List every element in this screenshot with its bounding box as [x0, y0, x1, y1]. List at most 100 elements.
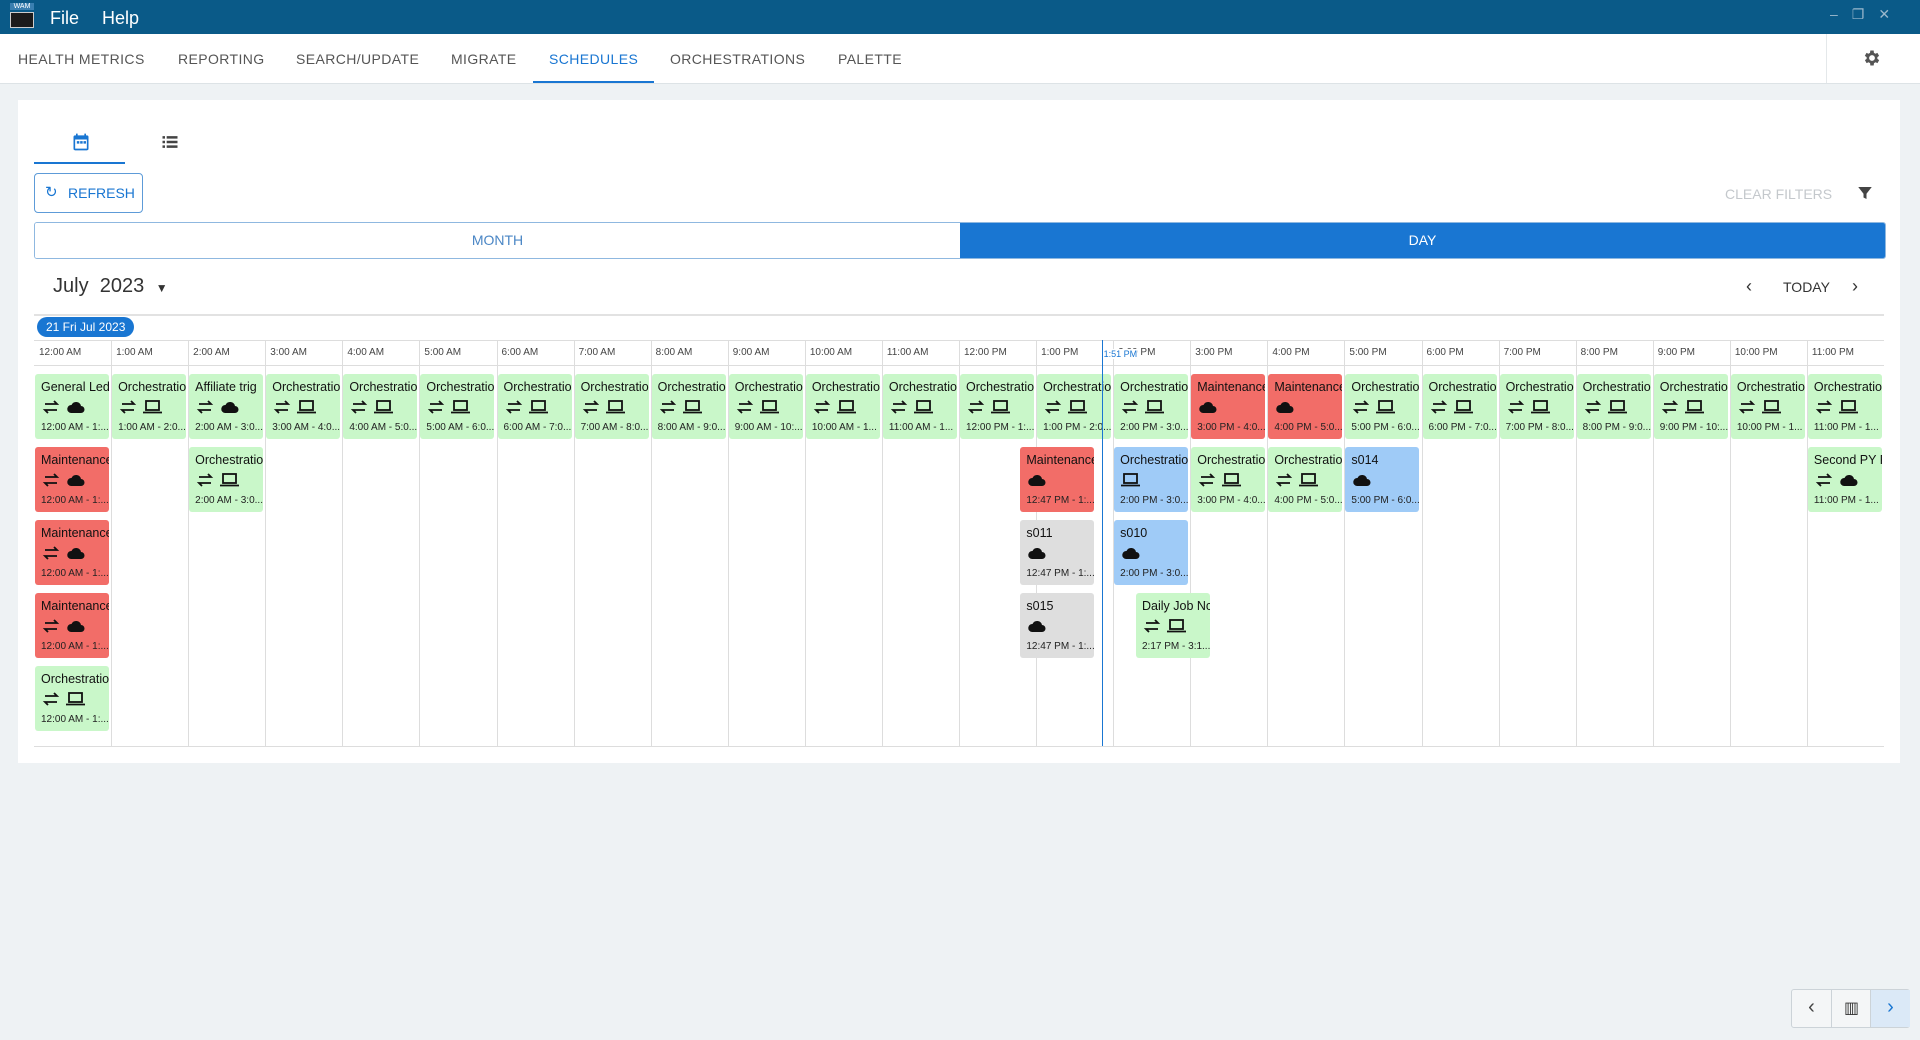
event[interactable]: Maintenance 12:00 AM - 1:...	[35, 446, 110, 512]
event-time: 8:00 AM - 9:0...	[657, 421, 726, 433]
event[interactable]: Orchestratio 4:00 PM - 5:0...	[1268, 446, 1343, 512]
event[interactable]: Maintenance 3:00 PM - 4:0...	[1191, 373, 1266, 439]
event-title: Orchestratio	[580, 379, 649, 394]
event-title: Orchestratio	[1043, 379, 1112, 394]
event-time: 7:00 AM - 8:0...	[580, 421, 649, 433]
day-grid: 12:00 AM 1:00 AM 2:00 AM 3:00 AM 4:00 AM 5:00…	[18, 100, 1900, 763]
menu-item[interactable]: Help	[102, 8, 140, 28]
list-view-icon[interactable]	[160, 132, 180, 152]
event[interactable]: s010 2:00 PM - 3:0...	[1114, 519, 1189, 585]
title-bar: WAM File Help –❐✕	[0, 0, 1920, 34]
event-icons	[1197, 397, 1221, 422]
event[interactable]: s015 12:47 PM - 1:...	[1020, 593, 1095, 659]
nav-tab[interactable]: MIGRATE	[451, 51, 517, 67]
month-label: July	[53, 275, 89, 297]
cloud-icon	[1122, 547, 1140, 559]
event-time: 12:00 PM - 1:...	[966, 421, 1035, 433]
event[interactable]: s014 5:00 PM - 6:0...	[1345, 446, 1420, 512]
event-time: 11:00 AM - 1...	[888, 421, 954, 433]
event[interactable]: Orchestratio 12:00 PM - 1:...	[960, 373, 1035, 439]
event-time: 6:00 PM - 7:0...	[1428, 421, 1497, 433]
event-time: 5:00 PM - 6:0...	[1351, 494, 1420, 506]
event[interactable]: Orchestratio 8:00 PM - 9:0...	[1576, 373, 1651, 439]
event-icons	[1043, 397, 1091, 422]
today-button[interactable]: TODAY	[1783, 279, 1830, 295]
hour-label: 10:00 AM	[809, 347, 853, 358]
event[interactable]: Orchestratio 6:00 PM - 7:0...	[1422, 373, 1497, 439]
event[interactable]: Orchestratio 5:00 PM - 6:0...	[1345, 373, 1420, 439]
grid-line	[1113, 340, 1115, 746]
current-time-line	[1101, 340, 1103, 746]
view-toggle-option[interactable]: DAY	[960, 223, 1885, 258]
event[interactable]: Maintenance 4:00 PM - 5:0...	[1268, 373, 1343, 439]
current-time-label: 1:51 PM	[1103, 349, 1138, 359]
event[interactable]: Orchestratio 5:00 AM - 6:0...	[420, 373, 495, 439]
event-title: s011	[1026, 525, 1053, 540]
event-title: Maintenance	[41, 452, 110, 467]
repeat-icon	[813, 399, 831, 414]
nav-tab[interactable]: SEARCH/UPDATE	[296, 51, 420, 67]
view-toggle-option[interactable]: MONTH	[35, 223, 960, 258]
event[interactable]: Orchestratio 10:00 PM - 1...	[1730, 373, 1805, 439]
laptop-icon	[374, 399, 394, 413]
hour-label: 6:00 AM	[501, 347, 539, 358]
event-time: 12:47 PM - 1:...	[1026, 494, 1095, 506]
menu-item[interactable]: File	[50, 8, 80, 28]
event[interactable]: Orchestratio 1:00 PM - 2:0...	[1037, 373, 1112, 439]
pager-next[interactable]: ›	[1870, 990, 1910, 1027]
event[interactable]: Orchestratio 6:00 AM - 7:0...	[497, 373, 572, 439]
event[interactable]: Maintenance 12:00 AM - 1:...	[35, 593, 110, 659]
event[interactable]: Orchestratio 10:00 AM - 1...	[805, 373, 880, 439]
window-controls[interactable]: –❐✕	[1830, 6, 1905, 22]
calendar-view-icon[interactable]	[71, 132, 91, 152]
event[interactable]: Orchestratio 11:00 AM - 1...	[882, 373, 957, 439]
event[interactable]: Maintenance 12:47 PM - 1:...	[1020, 446, 1095, 512]
event[interactable]: Orchestratio 4:00 AM - 5:0...	[343, 373, 418, 439]
event[interactable]: Orchestratio 9:00 PM - 10:...	[1653, 373, 1728, 439]
clear-filters[interactable]: CLEAR FILTERS	[1725, 186, 1833, 202]
event[interactable]: Orchestratio 7:00 AM - 8:0...	[574, 373, 649, 439]
grid-line	[1652, 340, 1654, 746]
pager-prev[interactable]: ‹	[1808, 996, 1815, 1018]
event[interactable]: Daily Job Nc 2:17 PM - 3:1...	[1136, 593, 1211, 659]
grid-line	[419, 340, 421, 746]
settings-icon[interactable]	[1862, 48, 1882, 68]
month-picker[interactable]: July 2023 ▼	[53, 275, 168, 297]
event[interactable]: Orchestratio 11:00 PM - 1...	[1807, 373, 1882, 439]
event[interactable]: Orchestratio 7:00 PM - 8:0...	[1499, 373, 1574, 439]
event[interactable]: Orchestratio 3:00 AM - 4:0...	[266, 373, 341, 439]
cloud-icon	[67, 474, 85, 486]
event[interactable]: Orchestratio 2:00 PM - 3:0...	[1114, 373, 1189, 439]
event[interactable]: Orchestratio 2:00 PM - 3:0...	[1114, 446, 1189, 512]
pager-columns[interactable]: ▥	[1831, 990, 1871, 1027]
event[interactable]: Orchestratio 9:00 AM - 10:...	[728, 373, 803, 439]
event[interactable]: Maintenance 12:00 AM - 1:...	[35, 519, 110, 585]
next-button[interactable]: ›	[1852, 276, 1858, 296]
refresh-button[interactable]: ↻ REFRESH	[34, 173, 143, 213]
event-icons	[1197, 470, 1245, 495]
hour-label: 9:00 AM	[732, 347, 770, 358]
event[interactable]: Orchestratio 2:00 AM - 3:0...	[189, 446, 264, 512]
event-time: 12:00 AM - 1:...	[41, 494, 109, 506]
nav-tab[interactable]: REPORTING	[178, 51, 265, 67]
nav-tab[interactable]: PALETTE	[838, 51, 903, 67]
event[interactable]: Orchestratio 8:00 AM - 9:0...	[651, 373, 726, 439]
event[interactable]: Orchestratio 12:00 AM - 1:...	[35, 666, 110, 732]
event[interactable]: Orchestratio 3:00 PM - 4:0...	[1191, 446, 1266, 512]
event-icons	[1583, 397, 1631, 422]
event[interactable]: Second PY F 11:00 PM - 1...	[1807, 446, 1882, 512]
filter-icon[interactable]	[1856, 184, 1874, 202]
prev-button[interactable]: ‹	[1746, 276, 1752, 296]
repeat-icon	[736, 399, 753, 414]
event[interactable]: Orchestratio 1:00 AM - 2:0...	[112, 373, 187, 439]
nav-tab[interactable]: SCHEDULES	[549, 51, 639, 67]
nav-tab[interactable]: HEALTH METRICS	[18, 51, 145, 67]
event[interactable]: Affiliate trig 2:00 AM - 3:0...	[189, 373, 264, 439]
event-title: Orchestratio	[1197, 452, 1266, 467]
event-title: Maintenance	[41, 599, 110, 614]
event[interactable]: s011 12:47 PM - 1:...	[1020, 519, 1095, 585]
nav-tab[interactable]: ORCHESTRATIONS	[670, 51, 806, 67]
event[interactable]: General Ledg 12:00 AM - 1:...	[35, 373, 110, 439]
event-title: General Ledg	[41, 379, 110, 394]
laptop-icon	[1761, 399, 1781, 413]
